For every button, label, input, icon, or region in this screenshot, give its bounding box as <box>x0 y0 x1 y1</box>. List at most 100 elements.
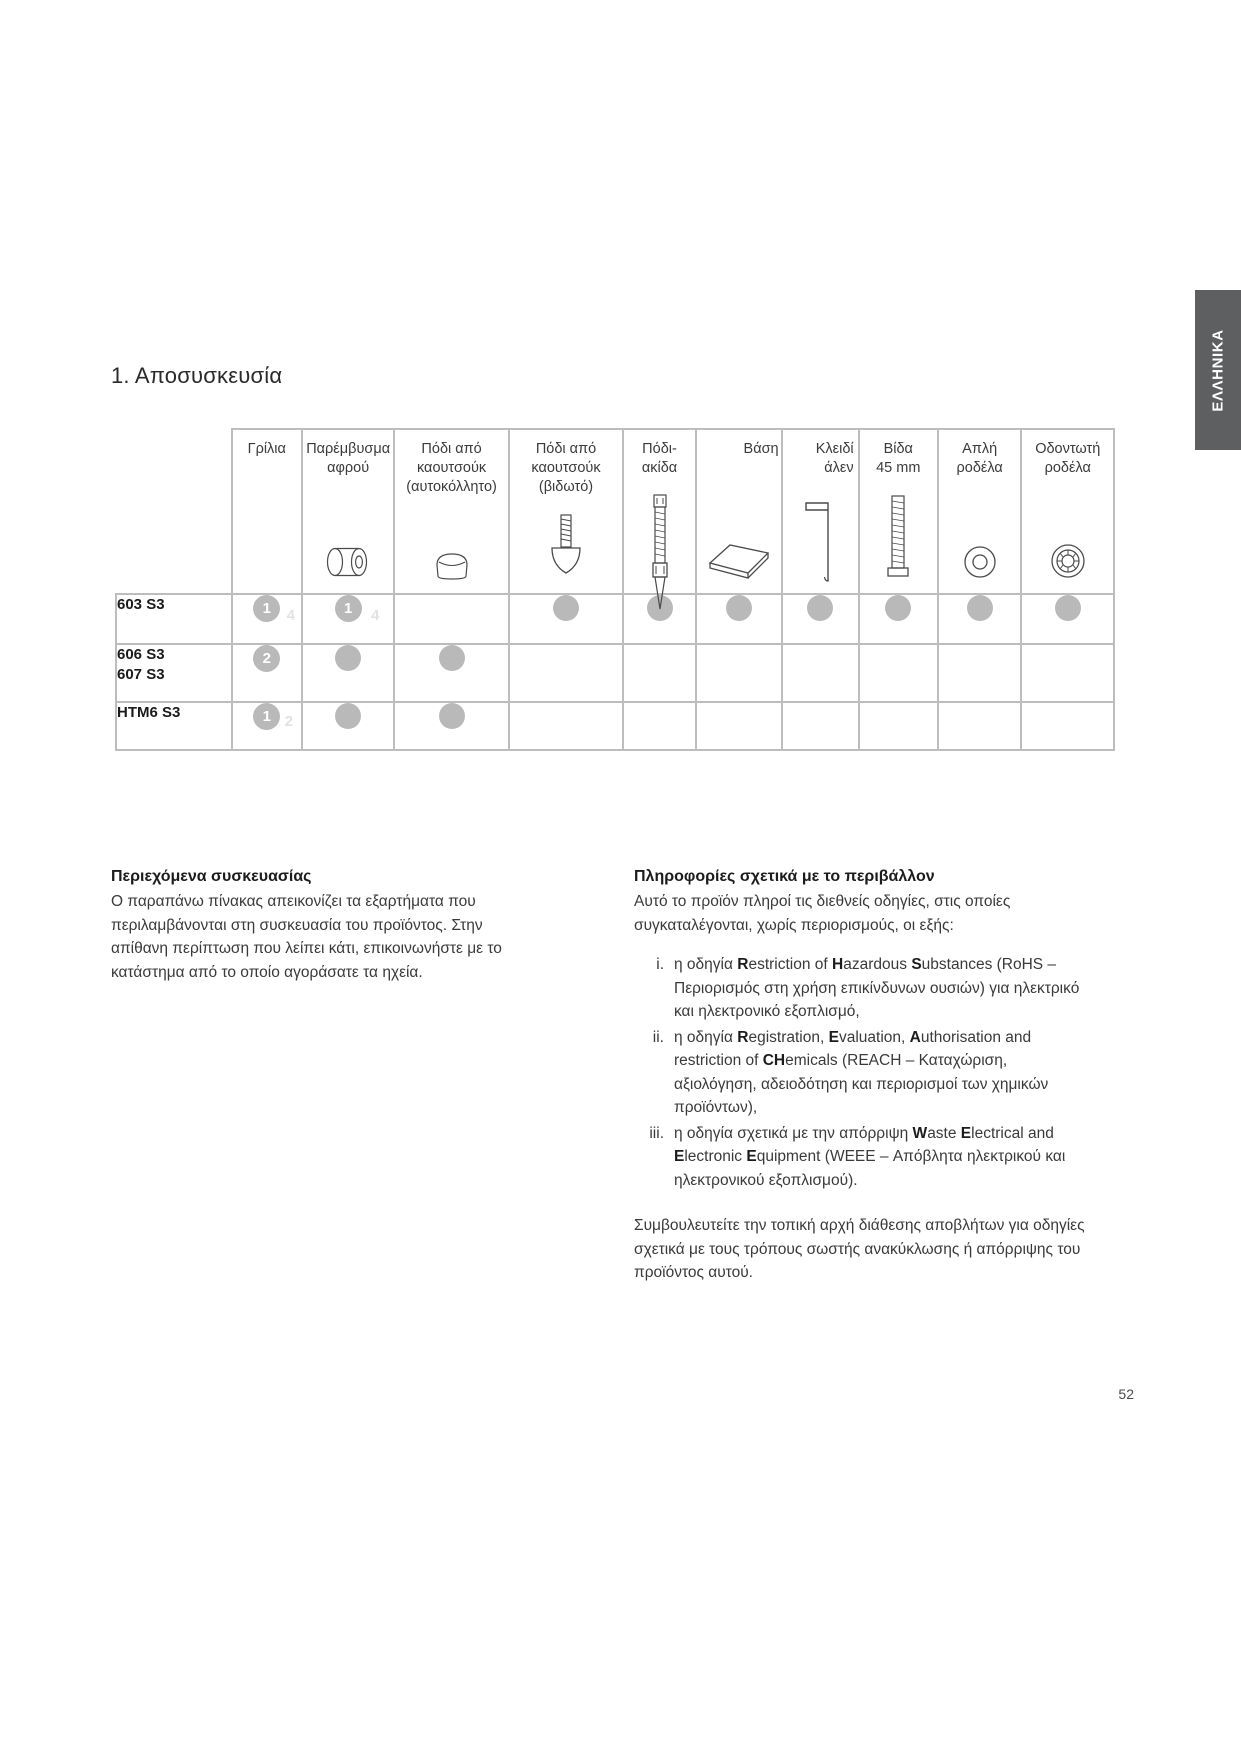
table-header-row: Γρίλια Παρέμβυσμα αφρού <box>116 428 1115 610</box>
included-dot <box>885 595 912 621</box>
cell-603s3-base <box>694 593 783 645</box>
ghost-artifact: 4 <box>371 607 380 624</box>
header-line: Κλειδί <box>815 441 854 457</box>
cell-htm6s3-rubber-screw <box>507 701 625 751</box>
cell-htm6s3-base <box>694 701 783 751</box>
cell-htm6s3-spike <box>622 701 697 751</box>
directive-text: η οδηγία σχετικά με την απόρριψη Waste E… <box>674 1124 1066 1189</box>
included-dot <box>1054 595 1081 621</box>
screw-icon <box>860 490 937 585</box>
row-label-606s3-607s3: 606 S3 607 S3 <box>115 643 233 703</box>
cell-606s3-allen <box>780 643 860 703</box>
header-line: Πόδι- <box>642 441 677 457</box>
quantity-badge: 1 <box>334 595 362 622</box>
cell-htm6s3-foam <box>300 701 396 751</box>
header-line: ακίδα <box>641 460 678 476</box>
language-tab-label: ΕΛΛΗΝΙΚΑ <box>1209 328 1227 412</box>
cell-htm6s3-screw45 <box>857 701 939 751</box>
cell-606s3-spike <box>622 643 697 703</box>
cell-603s3-spike <box>622 593 697 645</box>
quantity-badge: 2 <box>253 645 281 672</box>
header-line: Απλή <box>962 441 998 457</box>
header-line: (βιδωτό) <box>538 479 594 495</box>
column-header-plain-washer: Απλή ροδέλα <box>936 428 1023 595</box>
header-line: ροδέλα <box>1044 460 1091 476</box>
package-contents-section: Περιεχόμενα συσκευασίας Ο παραπάνω πίνακ… <box>111 868 511 984</box>
foam-gasket-icon <box>303 495 393 585</box>
row-label-line: HTM6 S3 <box>117 704 181 721</box>
directives-list: i. η οδηγία Restriction of Hazardous Subs… <box>634 953 1094 1192</box>
base-plate-icon <box>697 495 781 585</box>
included-dot <box>335 703 362 729</box>
page-title: 1. Αποσυσκευσία <box>111 363 283 388</box>
row-label-line: 606 S3 <box>117 646 165 663</box>
cell-htm6s3-grilia: 1 2 <box>230 701 303 751</box>
directive-marker: ii. <box>652 1028 664 1046</box>
directive-item: i. η οδηγία Restriction of Hazardous Subs… <box>634 953 1094 1024</box>
column-header-foam: Παρέμβυσμα αφρού <box>300 428 396 595</box>
header-line: Παρέμβυσμα <box>306 441 391 457</box>
directive-marker: iii. <box>649 1124 664 1142</box>
cell-603s3-allen <box>780 593 860 645</box>
directive-item: ii. η οδηγία Registration, Evaluation, Au… <box>634 1026 1094 1120</box>
included-dot <box>552 595 579 621</box>
parts-table-body: 603 S3 1 4 1 4 <box>115 593 1115 751</box>
cell-htm6s3-rubber-adhesive <box>393 701 510 751</box>
cell-603s3-grilia: 1 4 <box>230 593 303 645</box>
header-line: 45 mm <box>876 460 921 476</box>
quantity-badge: 1 <box>253 703 281 730</box>
included-dot <box>807 595 834 621</box>
rubber-foot-screw-icon <box>510 495 622 585</box>
cell-htm6s3-plain-washer <box>936 701 1023 751</box>
page-number: 52 <box>1118 1386 1134 1402</box>
column-header-grilia: Γρίλια <box>230 428 303 595</box>
header-line: (αυτοκόλλητο) <box>406 479 497 495</box>
quantity-badge: 1 <box>253 595 281 622</box>
header-line: ροδέλα <box>956 460 1003 476</box>
package-contents-body: Ο παραπάνω πίνακας απεικονίζει τα εξαρτή… <box>111 893 502 981</box>
column-header-rubber-foot-adhesive: Πόδι από καουτσούκ (αυτοκόλλητο) <box>393 428 510 595</box>
cell-603s3-toothed-washer <box>1020 593 1115 645</box>
environmental-info-intro: Αυτό το προϊόν πληροί τις διεθνείς οδηγί… <box>634 893 1011 934</box>
toothed-washer-icon <box>1022 495 1113 585</box>
header-line: Γρίλια <box>247 441 286 457</box>
column-header-toothed-washer: Οδοντωτή ροδέλα <box>1020 428 1115 595</box>
table-row: 603 S3 1 4 1 4 <box>115 593 1115 645</box>
header-line: καουτσούκ <box>416 460 487 476</box>
table-row: HTM6 S3 1 2 <box>115 701 1115 751</box>
row-label-line: 603 S3 <box>117 596 165 613</box>
included-dot <box>725 595 752 621</box>
directive-text: η οδηγία Restriction of Hazardous Substa… <box>674 956 1080 1020</box>
environmental-info-closing: Συμβουλευτείτε την τοπική αρχή διάθεσης … <box>634 1217 1085 1281</box>
row-label-line: 607 S3 <box>117 666 165 683</box>
directive-text: η οδηγία Registration, Evaluation, Autho… <box>674 1028 1049 1117</box>
header-line: Πόδι από <box>421 441 482 457</box>
cell-htm6s3-toothed-washer <box>1020 701 1115 751</box>
header-line: Πόδι από <box>535 441 597 457</box>
header-line: άλεν <box>824 460 854 476</box>
header-line: αφρού <box>327 460 370 476</box>
environmental-info-section: Πληροφορίες σχετικά με το περιβάλλον Αυτ… <box>634 868 1094 1300</box>
header-line: Βίδα <box>883 441 913 457</box>
cell-606s3-foam <box>300 643 396 703</box>
parts-table-head: Γρίλια Παρέμβυσμα αφρού <box>116 428 1115 610</box>
row-label-htm6s3: HTM6 S3 <box>115 701 233 751</box>
parts-table-container: Γρίλια Παρέμβυσμα αφρού <box>115 428 1115 751</box>
cell-603s3-foam: 1 4 <box>300 593 396 645</box>
included-dot <box>966 595 993 621</box>
rubber-foot-adhesive-icon <box>395 495 507 585</box>
cell-603s3-plain-washer <box>936 593 1023 645</box>
cell-606s3-rubber-adhesive <box>393 643 510 703</box>
header-line: καουτσούκ <box>531 460 601 476</box>
column-header-spike-foot: Πόδι- ακίδα <box>622 428 697 610</box>
cell-606s3-plain-washer <box>936 643 1023 703</box>
header-line: Οδοντωτή <box>1035 441 1101 457</box>
row-label-603s3: 603 S3 <box>115 593 233 645</box>
model-column-header <box>116 429 233 594</box>
directive-marker: i. <box>656 956 664 973</box>
ghost-artifact: 4 <box>286 607 295 624</box>
cell-606s3-toothed-washer <box>1020 643 1115 703</box>
column-header-rubber-foot-screw: Πόδι από καουτσούκ (βιδωτό) <box>507 428 625 595</box>
cell-606s3-base <box>694 643 783 703</box>
cell-606s3-grilia: 2 <box>230 643 303 703</box>
